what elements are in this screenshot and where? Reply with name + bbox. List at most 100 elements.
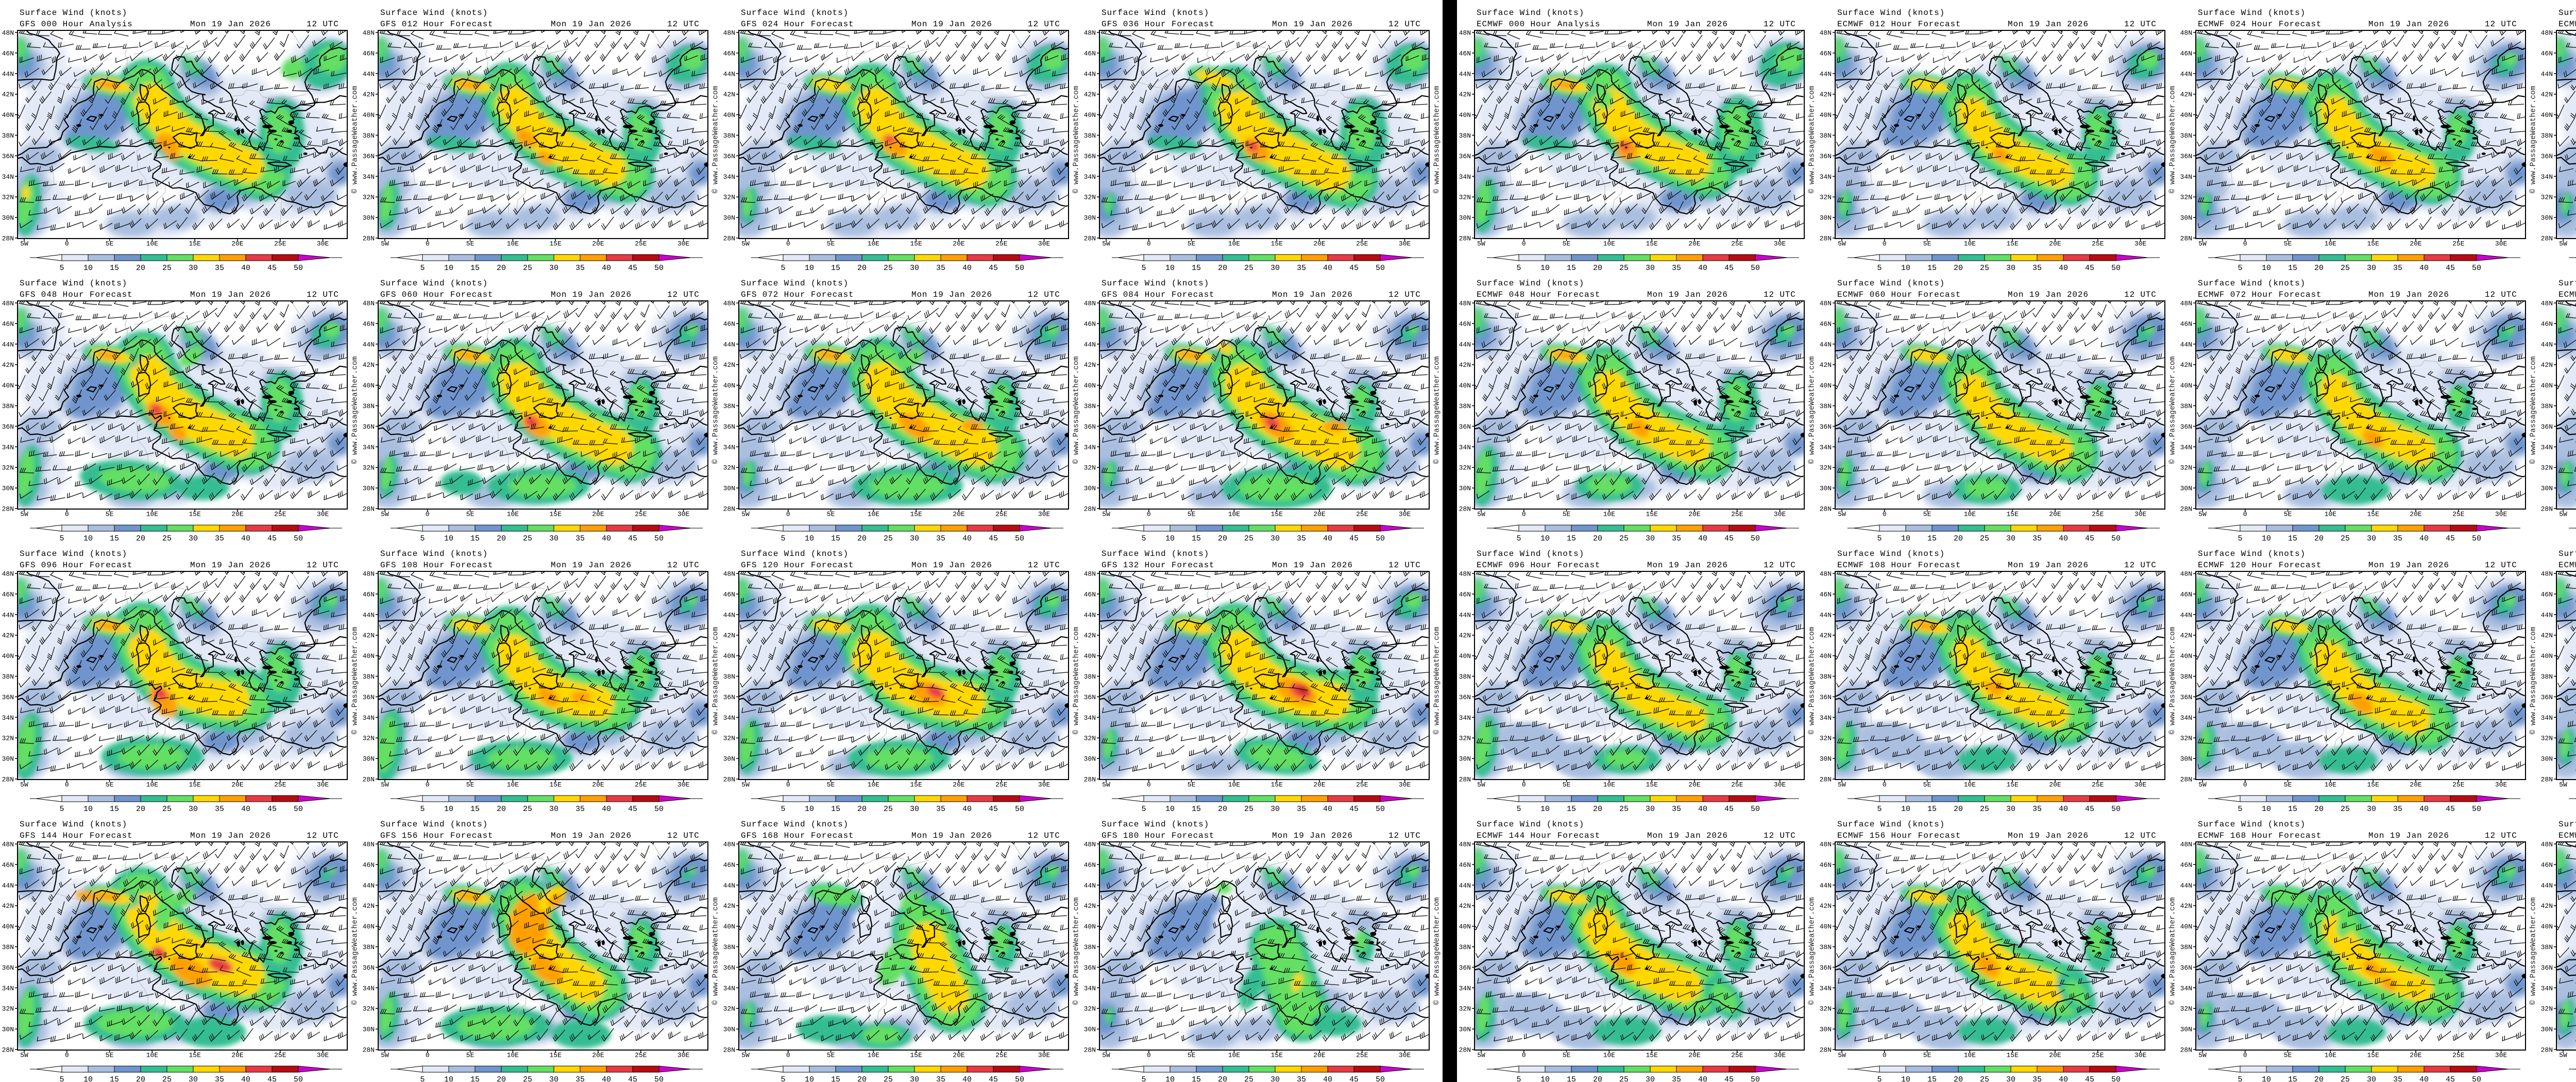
svg-text:Surface Wind (knots): Surface Wind (knots) bbox=[2198, 279, 2306, 288]
svg-text:Surface Wind (knots): Surface Wind (knots) bbox=[1477, 549, 1584, 559]
svg-text:Mon 19 Jan 2026: Mon 19 Jan 2026 bbox=[551, 20, 632, 29]
svg-text:GFS 012 Hour Forecast: GFS 012 Hour Forecast bbox=[380, 20, 493, 29]
svg-text:Surface Wind (knots): Surface Wind (knots) bbox=[1837, 279, 1945, 288]
svg-text:12 UTC: 12 UTC bbox=[307, 290, 339, 299]
svg-text:GFS 144 Hour Forecast: GFS 144 Hour Forecast bbox=[20, 831, 132, 840]
svg-text:12 UTC: 12 UTC bbox=[667, 561, 700, 570]
svg-text:Surface Wind (knots): Surface Wind (knots) bbox=[2198, 8, 2306, 18]
svg-text:12 UTC: 12 UTC bbox=[1388, 290, 1421, 299]
svg-text:Mon 19 Jan 2026: Mon 19 Jan 2026 bbox=[2368, 290, 2449, 299]
svg-text:12 UTC: 12 UTC bbox=[2124, 20, 2157, 29]
svg-text:Mon 19 Jan 2026: Mon 19 Jan 2026 bbox=[911, 561, 992, 570]
svg-text:Mon 19 Jan 2026: Mon 19 Jan 2026 bbox=[1272, 20, 1353, 29]
svg-text:GFS 024 Hour Forecast: GFS 024 Hour Forecast bbox=[741, 20, 854, 29]
svg-text:GFS 072 Hour Forecast: GFS 072 Hour Forecast bbox=[741, 290, 854, 299]
svg-text:Surface Wind (knots): Surface Wind (knots) bbox=[1477, 820, 1584, 829]
svg-text:12 UTC: 12 UTC bbox=[2485, 561, 2517, 570]
svg-text:Mon 19 Jan 2026: Mon 19 Jan 2026 bbox=[2368, 831, 2449, 840]
svg-text:12 UTC: 12 UTC bbox=[667, 831, 700, 840]
svg-text:GFS 156 Hour Forecast: GFS 156 Hour Forecast bbox=[380, 831, 493, 840]
svg-text:Surface Wind (knots): Surface Wind (knots) bbox=[1477, 279, 1584, 288]
svg-text:Mon 19 Jan 2026: Mon 19 Jan 2026 bbox=[2368, 20, 2449, 29]
svg-text:Mon 19 Jan 2026: Mon 19 Jan 2026 bbox=[551, 290, 632, 299]
svg-text:12 UTC: 12 UTC bbox=[1764, 561, 1796, 570]
svg-text:GFS 084 Hour Forecast: GFS 084 Hour Forecast bbox=[1101, 290, 1214, 299]
svg-text:ECMWF 132 Hour Forecast: ECMWF 132 Hour Forecast bbox=[2558, 561, 2576, 570]
svg-text:12 UTC: 12 UTC bbox=[307, 561, 339, 570]
svg-text:Surface Wind (knots): Surface Wind (knots) bbox=[20, 279, 127, 288]
svg-text:12 UTC: 12 UTC bbox=[1028, 561, 1060, 570]
svg-text:Mon 19 Jan 2026: Mon 19 Jan 2026 bbox=[1647, 20, 1728, 29]
svg-text:Mon 19 Jan 2026: Mon 19 Jan 2026 bbox=[1647, 561, 1728, 570]
svg-text:ECMWF 108 Hour Forecast: ECMWF 108 Hour Forecast bbox=[1837, 561, 1961, 570]
svg-text:GFS 060 Hour Forecast: GFS 060 Hour Forecast bbox=[380, 290, 493, 299]
svg-text:ECMWF 084 Hour Forecast: ECMWF 084 Hour Forecast bbox=[2558, 290, 2576, 299]
svg-text:Mon 19 Jan 2026: Mon 19 Jan 2026 bbox=[911, 20, 992, 29]
svg-text:12 UTC: 12 UTC bbox=[2124, 561, 2157, 570]
svg-text:ECMWF 000 Hour Analysis: ECMWF 000 Hour Analysis bbox=[1477, 20, 1600, 29]
svg-text:Mon 19 Jan 2026: Mon 19 Jan 2026 bbox=[551, 561, 632, 570]
svg-text:Mon 19 Jan 2026: Mon 19 Jan 2026 bbox=[2008, 561, 2089, 570]
svg-text:Mon 19 Jan 2026: Mon 19 Jan 2026 bbox=[1272, 290, 1353, 299]
svg-text:12 UTC: 12 UTC bbox=[307, 20, 339, 29]
svg-text:Surface Wind (knots): Surface Wind (knots) bbox=[2198, 549, 2306, 559]
svg-text:GFS 180 Hour Forecast: GFS 180 Hour Forecast bbox=[1101, 831, 1214, 840]
svg-text:12 UTC: 12 UTC bbox=[1028, 831, 1060, 840]
svg-text:Surface Wind (knots): Surface Wind (knots) bbox=[20, 820, 127, 829]
svg-text:ECMWF 024 Hour Forecast: ECMWF 024 Hour Forecast bbox=[2198, 20, 2321, 29]
svg-text:12 UTC: 12 UTC bbox=[1764, 20, 1796, 29]
svg-text:Mon 19 Jan 2026: Mon 19 Jan 2026 bbox=[1647, 290, 1728, 299]
svg-text:Surface Wind (knots): Surface Wind (knots) bbox=[1837, 8, 1945, 18]
svg-text:12 UTC: 12 UTC bbox=[667, 290, 700, 299]
svg-text:GFS 048 Hour Forecast: GFS 048 Hour Forecast bbox=[20, 290, 132, 299]
svg-text:Mon 19 Jan 2026: Mon 19 Jan 2026 bbox=[2368, 561, 2449, 570]
svg-text:Surface Wind (knots): Surface Wind (knots) bbox=[380, 279, 488, 288]
svg-text:12 UTC: 12 UTC bbox=[2124, 290, 2157, 299]
svg-text:12 UTC: 12 UTC bbox=[1764, 831, 1796, 840]
svg-text:Surface Wind (knots): Surface Wind (knots) bbox=[741, 8, 849, 18]
svg-text:ECMWF 036 Hour Forecast: ECMWF 036 Hour Forecast bbox=[2558, 20, 2576, 29]
svg-text:Mon 19 Jan 2026: Mon 19 Jan 2026 bbox=[1272, 561, 1353, 570]
svg-text:12 UTC: 12 UTC bbox=[1388, 20, 1421, 29]
svg-text:ECMWF 180 Hour Forecast: ECMWF 180 Hour Forecast bbox=[2558, 831, 2576, 840]
svg-text:Mon 19 Jan 2026: Mon 19 Jan 2026 bbox=[911, 831, 992, 840]
svg-text:GFS 168 Hour Forecast: GFS 168 Hour Forecast bbox=[741, 831, 854, 840]
svg-text:ECMWF 072 Hour Forecast: ECMWF 072 Hour Forecast bbox=[2198, 290, 2321, 299]
svg-text:12 UTC: 12 UTC bbox=[2485, 20, 2517, 29]
svg-text:ECMWF 120 Hour Forecast: ECMWF 120 Hour Forecast bbox=[2198, 561, 2321, 570]
svg-text:12 UTC: 12 UTC bbox=[1028, 290, 1060, 299]
svg-text:Mon 19 Jan 2026: Mon 19 Jan 2026 bbox=[1647, 831, 1728, 840]
svg-text:Surface Wind (knots): Surface Wind (knots) bbox=[380, 8, 488, 18]
svg-text:Surface Wind (knots): Surface Wind (knots) bbox=[20, 8, 127, 18]
svg-text:ECMWF 012 Hour Forecast: ECMWF 012 Hour Forecast bbox=[1837, 20, 1961, 29]
svg-text:GFS 096 Hour Forecast: GFS 096 Hour Forecast bbox=[20, 561, 132, 570]
svg-text:12 UTC: 12 UTC bbox=[1388, 561, 1421, 570]
svg-text:Surface Wind (knots): Surface Wind (knots) bbox=[380, 549, 488, 559]
svg-text:Surface Wind (knots): Surface Wind (knots) bbox=[1837, 820, 1945, 829]
svg-text:Surface Wind (knots): Surface Wind (knots) bbox=[2558, 8, 2576, 18]
svg-text:Mon 19 Jan 2026: Mon 19 Jan 2026 bbox=[911, 290, 992, 299]
svg-text:Surface Wind (knots): Surface Wind (knots) bbox=[1101, 820, 1209, 829]
svg-text:ECMWF 156 Hour Forecast: ECMWF 156 Hour Forecast bbox=[1837, 831, 1961, 840]
svg-text:GFS 036 Hour Forecast: GFS 036 Hour Forecast bbox=[1101, 20, 1214, 29]
svg-text:Surface Wind (knots): Surface Wind (knots) bbox=[380, 820, 488, 829]
svg-text:12 UTC: 12 UTC bbox=[2124, 831, 2157, 840]
svg-text:12 UTC: 12 UTC bbox=[2485, 290, 2517, 299]
svg-text:Surface Wind (knots): Surface Wind (knots) bbox=[2558, 549, 2576, 559]
svg-text:Surface Wind (knots): Surface Wind (knots) bbox=[1101, 279, 1209, 288]
svg-text:Mon 19 Jan 2026: Mon 19 Jan 2026 bbox=[2008, 831, 2089, 840]
svg-text:Surface Wind (knots): Surface Wind (knots) bbox=[2558, 820, 2576, 829]
svg-text:Mon 19 Jan 2026: Mon 19 Jan 2026 bbox=[2008, 20, 2089, 29]
svg-text:Surface Wind (knots): Surface Wind (knots) bbox=[1101, 549, 1209, 559]
svg-text:Surface Wind (knots): Surface Wind (knots) bbox=[1837, 549, 1945, 559]
svg-text:Mon 19 Jan 2026: Mon 19 Jan 2026 bbox=[551, 831, 632, 840]
svg-text:12 UTC: 12 UTC bbox=[1764, 290, 1796, 299]
svg-text:12 UTC: 12 UTC bbox=[2485, 831, 2517, 840]
svg-text:Surface Wind (knots): Surface Wind (knots) bbox=[2198, 820, 2306, 829]
svg-text:ECMWF 060 Hour Forecast: ECMWF 060 Hour Forecast bbox=[1837, 290, 1961, 299]
svg-text:Surface Wind (knots): Surface Wind (knots) bbox=[20, 549, 127, 559]
svg-text:GFS 132 Hour Forecast: GFS 132 Hour Forecast bbox=[1101, 561, 1214, 570]
svg-text:Mon 19 Jan 2026: Mon 19 Jan 2026 bbox=[2008, 290, 2089, 299]
svg-text:Surface Wind (knots): Surface Wind (knots) bbox=[741, 549, 849, 559]
svg-text:Surface Wind (knots): Surface Wind (knots) bbox=[741, 279, 849, 288]
